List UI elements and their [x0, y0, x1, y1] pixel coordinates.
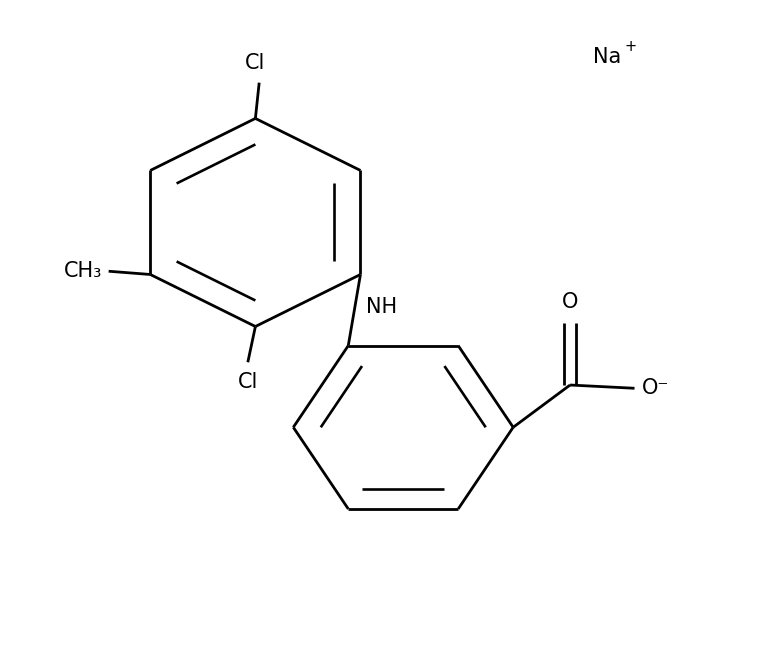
Text: NH: NH [366, 297, 397, 317]
Text: O⁻: O⁻ [642, 378, 670, 398]
Text: Na: Na [593, 46, 621, 67]
Text: CH₃: CH₃ [64, 261, 103, 281]
Text: Cl: Cl [237, 372, 258, 392]
Text: O: O [562, 291, 578, 311]
Text: +: + [625, 39, 637, 54]
Text: Cl: Cl [245, 53, 266, 73]
